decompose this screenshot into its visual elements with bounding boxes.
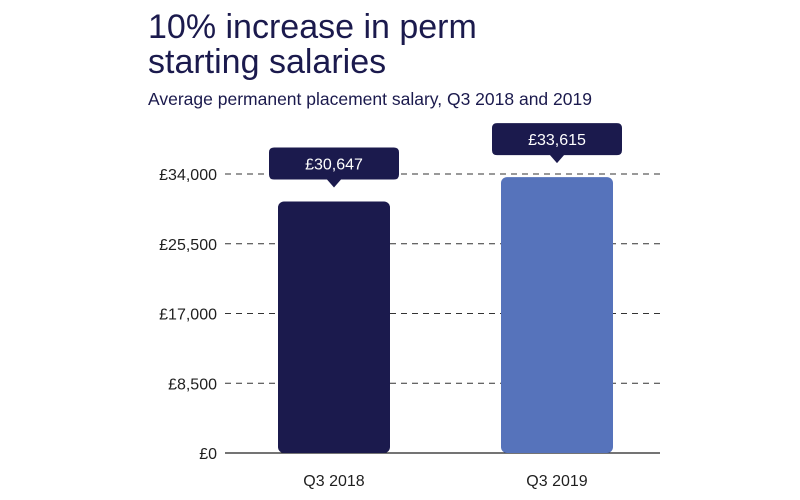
chart-title-line-1: 10% increase in perm <box>148 8 477 46</box>
bar <box>278 201 390 453</box>
chart-subtitle: Average permanent placement salary, Q3 2… <box>148 89 592 109</box>
y-tick-label: £25,500 <box>159 237 217 254</box>
bar <box>501 177 613 453</box>
x-axis: Q3 2018 Q3 2019 <box>303 473 587 490</box>
chart-title-line-2: starting salaries <box>148 43 387 81</box>
y-tick-label: £17,000 <box>159 307 217 324</box>
y-tick-label: £34,000 <box>159 167 217 184</box>
data-label: £33,615 <box>528 132 586 149</box>
bars <box>278 177 613 453</box>
chart-title: 10% increase in perm starting salaries <box>148 10 477 80</box>
y-tick-label: £8,500 <box>168 376 217 393</box>
y-tick-label: £0 <box>199 446 217 463</box>
x-tick-label: Q3 2019 <box>526 473 587 490</box>
data-label: £30,647 <box>305 157 363 174</box>
value-callout <box>492 123 622 164</box>
value-callouts: £30,647 £33,615 <box>269 123 622 188</box>
x-tick-label: Q3 2018 <box>303 473 364 490</box>
y-axis: £0 £8,500 £17,000 £25,500 £34,000 <box>159 167 217 463</box>
value-callout <box>269 147 399 188</box>
